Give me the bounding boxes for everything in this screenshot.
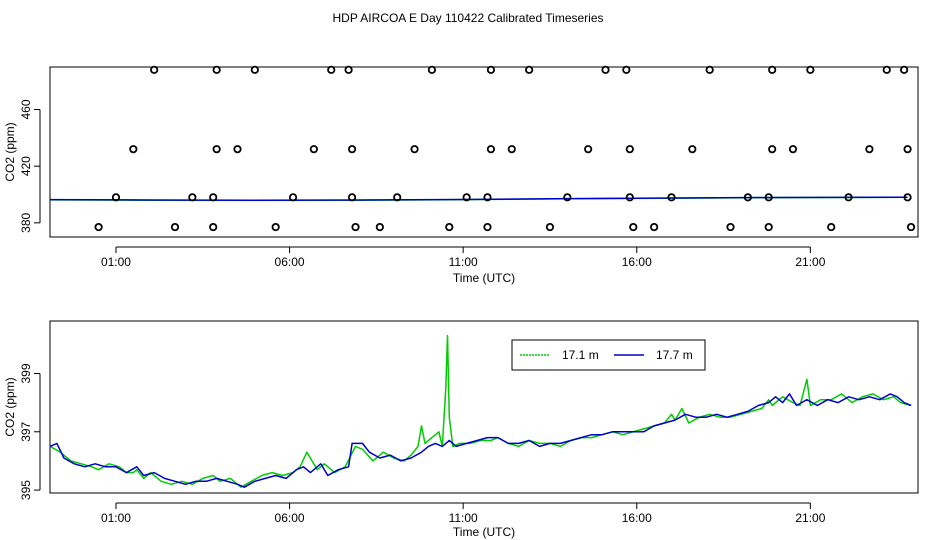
top-marker-47 bbox=[764, 193, 773, 202]
legend-label-17-1m: 17.1 m bbox=[562, 348, 599, 362]
top-marker-38 bbox=[625, 193, 634, 202]
top-marker-52 bbox=[827, 222, 836, 232]
bottom-series-line-1 bbox=[49, 393, 912, 488]
top-marker-55 bbox=[882, 65, 891, 74]
top-marker-11 bbox=[250, 65, 259, 74]
top-marker-35 bbox=[601, 65, 610, 74]
top-marker-45 bbox=[743, 193, 752, 202]
top-marker-50 bbox=[788, 145, 798, 154]
top-marker-10 bbox=[233, 145, 242, 154]
top-marker-4 bbox=[170, 222, 180, 232]
top-marker-26 bbox=[483, 193, 492, 202]
bottom-y-axis-label: CO2 (ppm) bbox=[3, 377, 17, 436]
top-marker-54 bbox=[865, 145, 874, 154]
top-marker-42 bbox=[688, 145, 697, 154]
top-marker-14 bbox=[309, 145, 318, 154]
top-marker-29 bbox=[486, 65, 496, 74]
top-marker-32 bbox=[545, 222, 555, 232]
bottom-x-tick-label-2: 11:00 bbox=[449, 511, 478, 525]
bottom-y-tick-label-0: 395 bbox=[19, 480, 33, 500]
top-marker-30 bbox=[507, 145, 516, 154]
top-marker-48 bbox=[768, 145, 777, 154]
top-marker-3 bbox=[150, 65, 159, 74]
top-marker-28 bbox=[486, 145, 496, 154]
top-series-line-1 bbox=[49, 196, 908, 202]
top-plot-frame bbox=[49, 66, 919, 238]
top-marker-27 bbox=[483, 222, 492, 232]
bottom-series-line-0 bbox=[49, 334, 912, 488]
top-marker-16 bbox=[344, 65, 353, 74]
top-marker-36 bbox=[622, 65, 631, 74]
top-y-axis-label: CO2 (ppm) bbox=[3, 122, 17, 181]
top-x-tick-label-0: 01:00 bbox=[101, 255, 131, 269]
bottom-y-tick-label-2: 399 bbox=[19, 363, 33, 383]
top-marker-6 bbox=[209, 222, 218, 232]
top-marker-22 bbox=[410, 145, 419, 154]
top-marker-51 bbox=[806, 65, 815, 74]
top-marker-43 bbox=[705, 65, 714, 74]
top-marker-18 bbox=[347, 193, 357, 202]
chart-title: HDP AIRCOA E Day 110422 Calibrated Times… bbox=[332, 11, 603, 25]
top-marker-46 bbox=[764, 222, 773, 232]
top-marker-31 bbox=[525, 65, 534, 74]
top-y-tick-label-2: 460 bbox=[19, 99, 33, 119]
top-marker-23 bbox=[427, 65, 437, 74]
top-marker-15 bbox=[327, 65, 336, 74]
top-marker-17 bbox=[347, 145, 357, 154]
top-marker-49 bbox=[768, 65, 777, 74]
top-marker-9 bbox=[212, 65, 221, 74]
legend-label-17-7m: 17.7 m bbox=[656, 348, 693, 362]
top-marker-21 bbox=[393, 193, 402, 202]
top-marker-1 bbox=[111, 193, 121, 202]
bottom-plot-frame bbox=[49, 320, 919, 494]
bottom-x-tick-label-4: 21:00 bbox=[795, 511, 825, 525]
top-marker-19 bbox=[351, 222, 360, 232]
top-marker-33 bbox=[563, 193, 572, 202]
top-x-tick-label-2: 11:00 bbox=[449, 255, 478, 269]
top-marker-5 bbox=[188, 193, 197, 202]
top-y-tick-label-0: 380 bbox=[19, 213, 33, 233]
bottom-x-tick-label-1: 06:00 bbox=[275, 511, 305, 525]
top-marker-40 bbox=[650, 222, 659, 232]
top-marker-7 bbox=[209, 193, 218, 202]
top-panel: 01:00 06:00 11:00 16:00 21:00 380 420 460 Time… bbox=[3, 65, 919, 285]
top-y-tick-label-1: 420 bbox=[19, 156, 33, 176]
top-marker-53 bbox=[844, 193, 853, 202]
top-marker-59 bbox=[906, 222, 916, 232]
legend: 17.1 m 17.7 m bbox=[511, 339, 706, 371]
top-marker-57 bbox=[903, 145, 912, 154]
bottom-panel: 01:00 06:00 11:00 16:00 21:00 395 397 399 17.1… bbox=[3, 320, 919, 539]
top-marker-24 bbox=[445, 222, 454, 232]
bottom-x-axis-label: Time (UTC) bbox=[453, 525, 515, 539]
top-marker-13 bbox=[288, 193, 298, 202]
top-marker-34 bbox=[584, 145, 593, 154]
top-marker-44 bbox=[726, 222, 735, 232]
top-x-axis-label: Time (UTC) bbox=[453, 271, 515, 285]
bottom-x-tick-label-3: 16:00 bbox=[622, 511, 652, 525]
top-marker-41 bbox=[667, 193, 676, 202]
top-marker-20 bbox=[375, 222, 384, 232]
bottom-x-tick-label-0: 01:00 bbox=[101, 511, 131, 525]
top-marker-37 bbox=[625, 145, 634, 154]
top-marker-0 bbox=[94, 222, 103, 232]
top-marker-56 bbox=[900, 65, 909, 74]
top-marker-25 bbox=[462, 193, 471, 202]
top-x-tick-label-1: 06:00 bbox=[275, 255, 305, 269]
top-x-tick-label-3: 16:00 bbox=[622, 255, 652, 269]
top-marker-58 bbox=[903, 193, 912, 202]
top-marker-12 bbox=[271, 222, 280, 232]
top-marker-8 bbox=[212, 145, 221, 154]
top-x-tick-label-4: 21:00 bbox=[795, 255, 825, 269]
top-marker-39 bbox=[629, 222, 638, 232]
bottom-y-tick-label-1: 397 bbox=[19, 421, 33, 441]
top-marker-2 bbox=[129, 145, 138, 154]
